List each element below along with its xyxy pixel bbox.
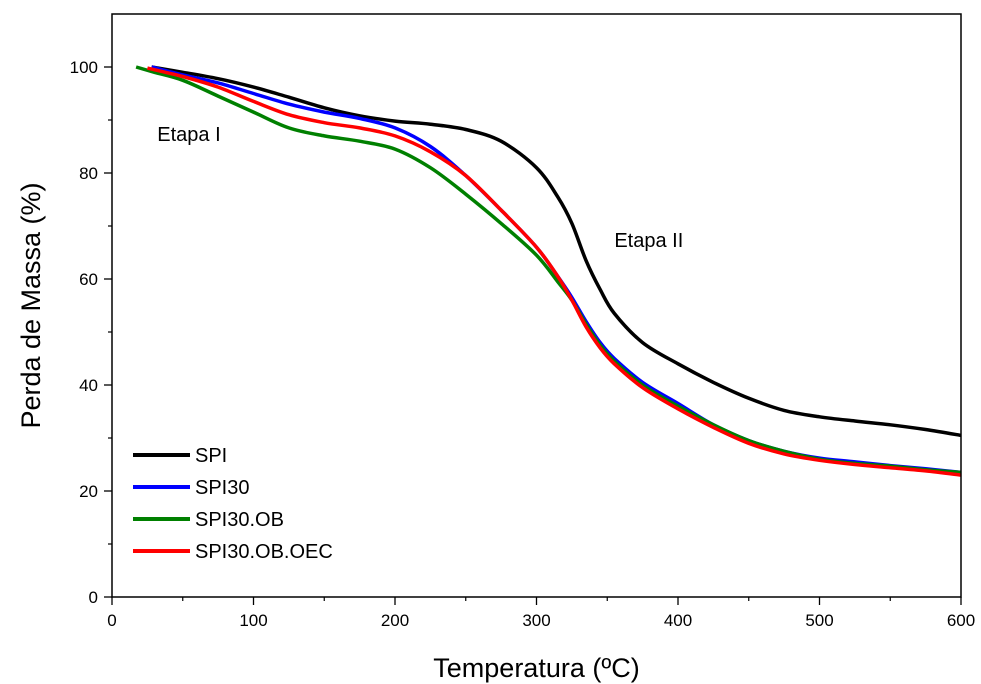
x-tick-label-300: 300 — [522, 611, 550, 630]
series-line-spi30-ob — [135, 65, 962, 475]
annotation-etapa-ii: Etapa II — [614, 230, 683, 252]
y-tick-label-40: 40 — [79, 376, 98, 395]
series-layer — [135, 65, 962, 477]
x-tick-label-200: 200 — [381, 611, 409, 630]
y-tick-label-80: 80 — [79, 164, 98, 183]
y-tick-label-60: 60 — [79, 270, 98, 289]
legend-label-spi30-ob: SPI30.OB — [195, 509, 284, 531]
legend-label-spi30: SPI30 — [195, 477, 249, 499]
annotation-etapa-i: Etapa I — [157, 124, 220, 146]
x-tick-label-600: 600 — [947, 611, 975, 630]
legend: SPI SPI30 SPI30.OB SPI30.OB.OEC — [133, 445, 333, 563]
x-tick-label-500: 500 — [805, 611, 833, 630]
y-tick-label-20: 20 — [79, 482, 98, 501]
y-tick-label-100: 100 — [70, 58, 98, 77]
legend-label-spi30-ob-oec: SPI30.OB.OEC — [195, 541, 333, 563]
y-axis-title: Perda de Massa (%) — [16, 182, 46, 428]
series-line-spi30-ob-oec — [146, 66, 962, 477]
ticks-layer: 0 100 200 300 400 500 600 0 20 40 60 80 100 — [70, 58, 976, 630]
series-line-spi — [151, 65, 962, 438]
plot-frame — [111, 13, 962, 598]
series-line-spi30 — [151, 65, 962, 475]
x-tick-label-0: 0 — [107, 611, 116, 630]
x-tick-label-100: 100 — [239, 611, 267, 630]
x-axis-title: Temperatura (ºC) — [433, 653, 639, 683]
legend-label-spi: SPI — [195, 445, 227, 467]
x-tick-label-400: 400 — [664, 611, 692, 630]
y-tick-label-0: 0 — [89, 588, 98, 607]
